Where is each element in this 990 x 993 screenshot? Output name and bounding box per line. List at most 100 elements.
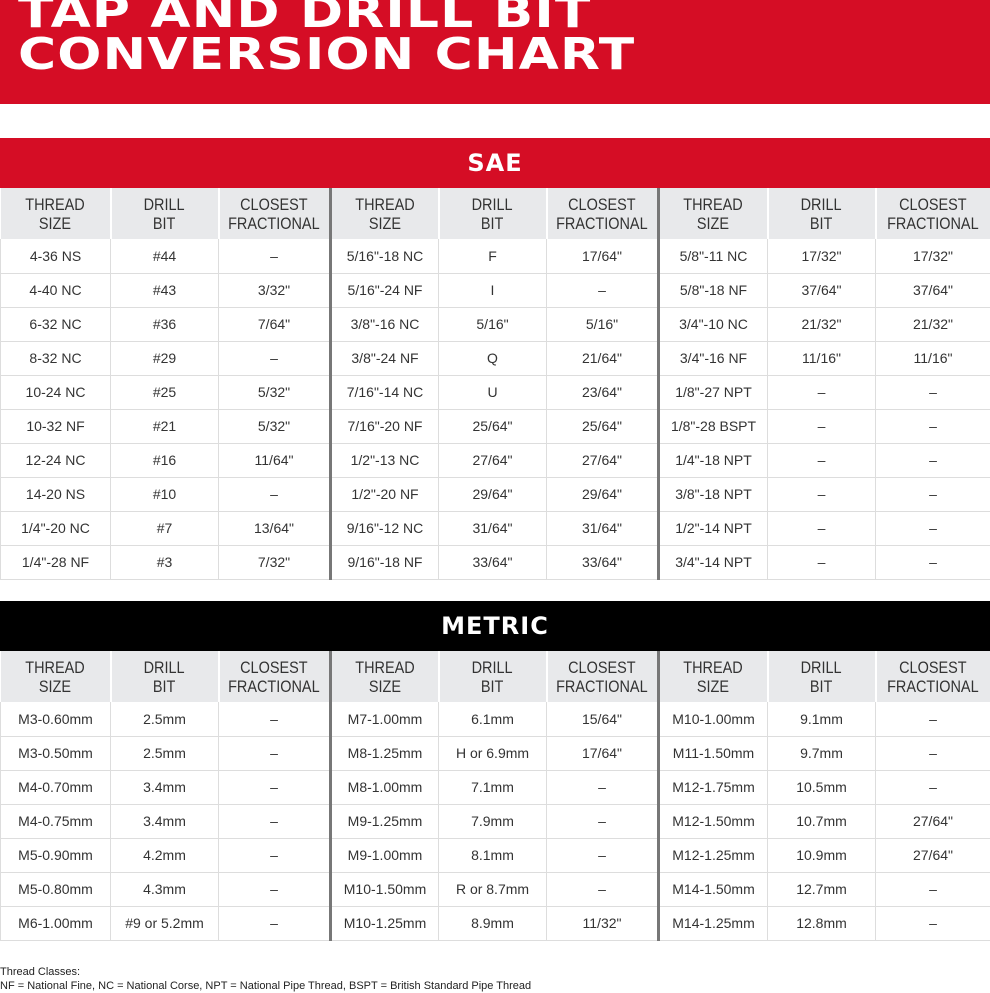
table-cell: 5/8"-18 NF: [659, 273, 768, 307]
table-cell: 5/32": [219, 375, 331, 409]
table-cell: –: [768, 477, 876, 511]
table-cell: 11/16": [876, 341, 990, 375]
table-cell: M5-0.90mm: [1, 838, 111, 872]
table-cell: 3/8"-24 NF: [331, 341, 439, 375]
table-cell: 5/16"-24 NF: [331, 273, 439, 307]
table-cell: #10: [111, 477, 219, 511]
table-cell: M12-1.75mm: [659, 770, 768, 804]
footer-notes: Thread Classes: NF = National Fine, NC =…: [0, 965, 531, 993]
table-cell: 37/64": [768, 273, 876, 307]
table-cell: M4-0.70mm: [1, 770, 111, 804]
table-cell: –: [219, 702, 331, 736]
table-cell: 12-24 NC: [1, 443, 111, 477]
title-line-2: CONVERSION CHART: [18, 34, 990, 76]
table-cell: 14-20 NS: [1, 477, 111, 511]
table-cell: 9.7mm: [768, 736, 876, 770]
table-cell: 7/16"-14 NC: [331, 375, 439, 409]
table-cell: M11-1.50mm: [659, 736, 768, 770]
table-cell: 3/4"-14 NPT: [659, 545, 768, 579]
table-cell: 9/16"-12 NC: [331, 511, 439, 545]
table-cell: –: [768, 545, 876, 579]
table-cell: 4-36 NS: [1, 239, 111, 273]
chart-title: TAP AND DRILL BIT CONVERSION CHART: [0, 0, 990, 104]
table-cell: –: [219, 804, 331, 838]
table-cell: M5-0.80mm: [1, 872, 111, 906]
table-cell: –: [768, 511, 876, 545]
table-cell: –: [547, 273, 659, 307]
table-cell: –: [768, 375, 876, 409]
table-cell: 29/64": [439, 477, 547, 511]
table-cell: 27/64": [876, 838, 990, 872]
table-cell: Q: [439, 341, 547, 375]
table-cell: –: [219, 736, 331, 770]
table-cell: 10-24 NC: [1, 375, 111, 409]
table-cell: U: [439, 375, 547, 409]
table-cell: 27/64": [547, 443, 659, 477]
table-cell: 3/8"-18 NPT: [659, 477, 768, 511]
table-cell: 5/16": [439, 307, 547, 341]
table-cell: 11/16": [768, 341, 876, 375]
table-cell: –: [876, 736, 990, 770]
table-cell: 31/64": [547, 511, 659, 545]
table-cell: 1/4"-18 NPT: [659, 443, 768, 477]
table-cell: 12.7mm: [768, 872, 876, 906]
table-cell: #29: [111, 341, 219, 375]
table-cell: 11/64": [219, 443, 331, 477]
table-cell: 6-32 NC: [1, 307, 111, 341]
table-cell: M10-1.00mm: [659, 702, 768, 736]
table-cell: M4-0.75mm: [1, 804, 111, 838]
table-cell: 10.5mm: [768, 770, 876, 804]
table-cell: –: [547, 872, 659, 906]
table-cell: #3: [111, 545, 219, 579]
table-cell: R or 8.7mm: [439, 872, 547, 906]
table-cell: #7: [111, 511, 219, 545]
table-cell: 3.4mm: [111, 770, 219, 804]
table-cell: 25/64": [547, 409, 659, 443]
table-cell: 29/64": [547, 477, 659, 511]
table-cell: 3.4mm: [111, 804, 219, 838]
table-cell: –: [219, 341, 331, 375]
table-cell: –: [219, 906, 331, 940]
table-cell: 27/64": [876, 804, 990, 838]
table-cell: –: [547, 838, 659, 872]
sae-section-header: SAE: [0, 138, 990, 188]
table-cell: 5/32": [219, 409, 331, 443]
table-cell: 9.1mm: [768, 702, 876, 736]
table-cell: 2.5mm: [111, 736, 219, 770]
table-cell: –: [768, 443, 876, 477]
table-cell: M6-1.00mm: [1, 906, 111, 940]
table-cell: 5/8"-11 NC: [659, 239, 768, 273]
footer-text: NF = National Fine, NC = National Corse,…: [0, 979, 531, 993]
table-cell: 8.9mm: [439, 906, 547, 940]
table-cell: 37/64": [876, 273, 990, 307]
table-cell: 21/32": [876, 307, 990, 341]
